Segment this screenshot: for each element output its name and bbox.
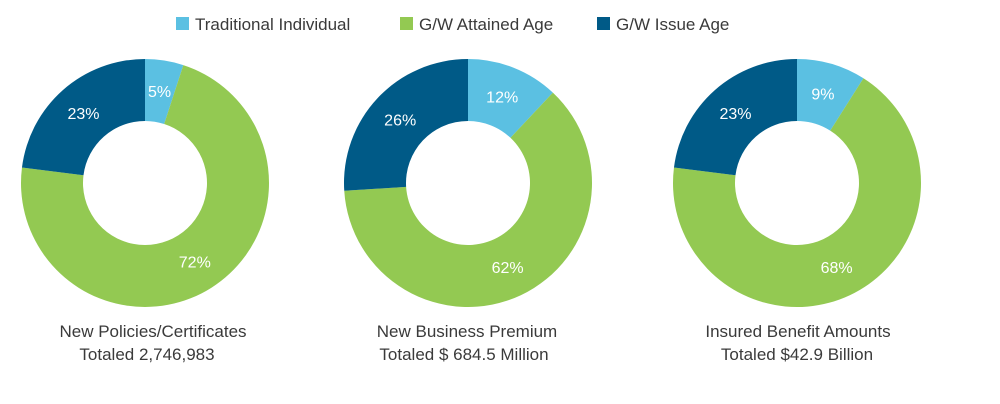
slice-new-policies-traditional-individual — [145, 59, 184, 125]
legend-label-traditional-individual: Traditional Individual — [195, 15, 350, 34]
legend-swatch-gw-issue-age — [597, 17, 610, 30]
slice-label-new-business-premium-gw-attained-age: 62% — [492, 260, 524, 277]
slice-label-new-policies-gw-issue-age: 23% — [67, 106, 99, 123]
slice-new-business-premium-traditional-individual — [468, 59, 553, 138]
donut-chart-insured-benefit-amounts: 9% 68% 23% Insured Benefit Amounts Totaled… — [673, 59, 921, 364]
donut-chart-new-business-premium: 12% 62% 26% New Business Premium Totaled $… — [344, 59, 592, 364]
legend: Traditional Individual G/W Attained Age … — [176, 15, 729, 34]
legend-swatch-traditional-individual — [176, 17, 189, 30]
slice-new-business-premium-gw-attained-age — [344, 92, 592, 307]
slice-label-new-policies-gw-attained-age: 72% — [179, 255, 211, 272]
legend-item-gw-issue-age: G/W Issue Age — [597, 15, 729, 34]
slice-label-new-business-premium-gw-issue-age: 26% — [384, 112, 416, 129]
legend-label-gw-issue-age: G/W Issue Age — [616, 15, 729, 34]
legend-label-gw-attained-age: G/W Attained Age — [419, 15, 553, 34]
slice-new-policies-gw-issue-age — [21, 59, 146, 176]
slice-insured-benefit-amounts-gw-issue-age — [673, 59, 797, 176]
slice-label-new-business-premium-traditional-individual: 12% — [486, 90, 518, 107]
slice-new-business-premium-gw-issue-age — [344, 59, 468, 191]
caption-line1-insured-benefit-amounts: Insured Benefit Amounts — [705, 322, 890, 341]
slice-label-new-policies-traditional-individual: 5% — [148, 84, 171, 101]
donut-chart-new-policies: 5% 72% 23% New Policies/Certificates Total… — [21, 59, 269, 364]
legend-swatch-gw-attained-age — [400, 17, 413, 30]
slice-insured-benefit-amounts-gw-attained-age — [673, 78, 921, 308]
caption-line1-new-business-premium: New Business Premium — [377, 322, 557, 341]
slice-label-insured-benefit-amounts-gw-attained-age: 68% — [821, 260, 853, 277]
slice-label-insured-benefit-amounts-traditional-individual: 9% — [811, 87, 834, 104]
slice-new-policies-gw-attained-age — [21, 65, 269, 308]
caption-line2-new-business-premium: Totaled $ 684.5 Million — [379, 345, 548, 364]
slice-label-insured-benefit-amounts-gw-issue-age: 23% — [719, 106, 751, 123]
caption-line2-insured-benefit-amounts: Totaled $42.9 Billion — [721, 345, 873, 364]
slice-insured-benefit-amounts-traditional-individual — [797, 59, 864, 131]
caption-line1-new-policies: New Policies/Certificates — [59, 322, 246, 341]
legend-item-gw-attained-age: G/W Attained Age — [400, 15, 553, 34]
caption-line2-new-policies: Totaled 2,746,983 — [79, 345, 214, 364]
legend-item-traditional-individual: Traditional Individual — [176, 15, 350, 34]
